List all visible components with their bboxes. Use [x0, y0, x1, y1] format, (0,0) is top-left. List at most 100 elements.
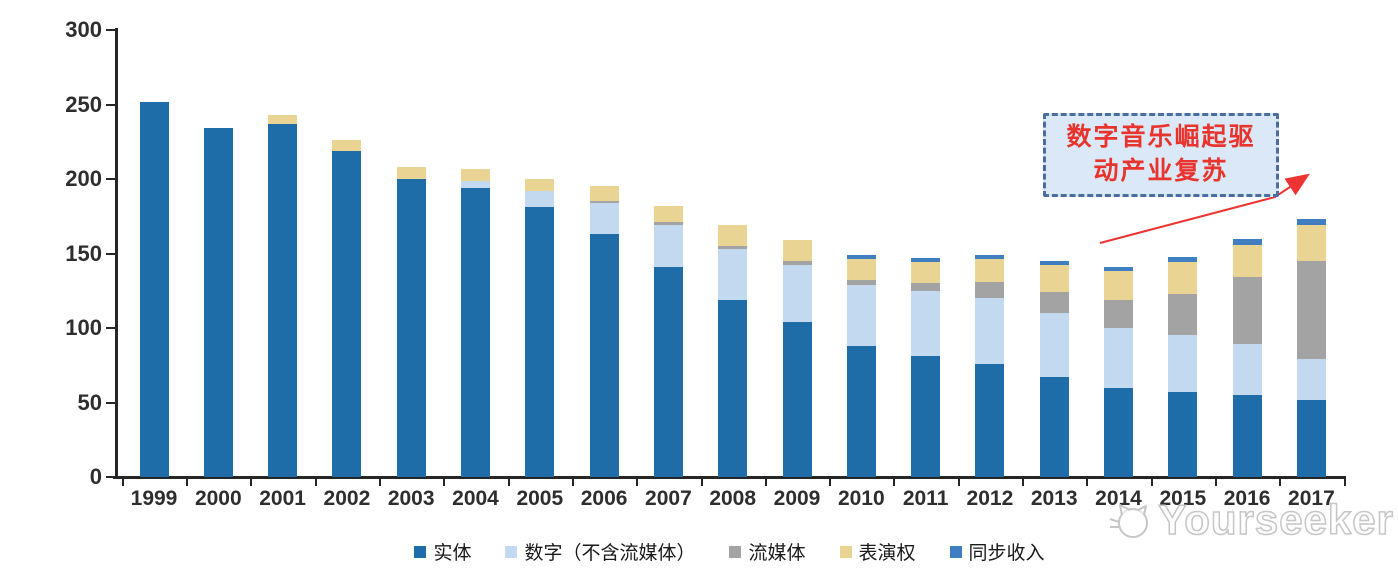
bar-segment [589, 201, 619, 203]
stacked-bar-2016 [1232, 238, 1262, 477]
bar-segment [782, 265, 812, 323]
bar-segment [975, 259, 1005, 282]
stacked-bar-2006 [589, 186, 619, 477]
x-axis-tick [186, 479, 189, 486]
bar-segment [1296, 359, 1326, 400]
stacked-bar-2011 [911, 257, 941, 477]
bar-segment [911, 257, 941, 263]
bar-segment [589, 202, 619, 235]
bar-segment [1232, 244, 1262, 278]
legend-label: 流媒体 [748, 543, 806, 564]
legend-item: 实体 [414, 538, 471, 565]
legend: 实体 数字（不含流媒体） 流媒体 表演权 同步收入 [113, 538, 1346, 565]
x-axis-tick [1086, 479, 1089, 486]
bar-segment [1296, 399, 1326, 477]
bar-segment [203, 128, 233, 477]
legend-swatch [949, 545, 962, 558]
bar-segment [461, 187, 490, 477]
x-axis-label: 2013 [1030, 487, 1078, 510]
bar-segment [846, 345, 876, 477]
bar-segment [1039, 292, 1069, 314]
x-axis-label: 2000 [194, 487, 242, 510]
bar-segment [911, 283, 941, 291]
bar-segment [1104, 266, 1133, 272]
bar-segment [461, 168, 490, 181]
x-axis-label: 2011 [902, 487, 949, 510]
x-axis-tick [1022, 479, 1025, 486]
bar-segment [1168, 256, 1198, 263]
stacked-bar-2002 [332, 140, 362, 477]
legend-swatch [505, 545, 518, 558]
x-axis-label: 2003 [387, 487, 435, 510]
legend-label: 表演权 [858, 543, 916, 564]
bar-segment [846, 255, 876, 260]
bar-segment [911, 290, 941, 357]
x-axis-label: 2016 [1223, 487, 1271, 510]
x-axis-label: 2006 [580, 487, 628, 510]
bar-segment [846, 284, 876, 346]
bar-segment [589, 234, 619, 477]
legend-item: 表演权 [839, 538, 916, 565]
legend-label: 实体 [433, 543, 472, 564]
bar-segment [1232, 395, 1262, 477]
legend-swatch [729, 545, 742, 558]
stacked-bar-2000 [203, 128, 233, 477]
stacked-bar-2009 [782, 240, 812, 477]
bar-segment [846, 259, 876, 281]
bar-segment [975, 255, 1005, 260]
x-axis-tick [893, 479, 896, 486]
stacked-bar-2013 [1039, 260, 1069, 477]
legend-label: 同步收入 [968, 543, 1045, 564]
bar-segment [1039, 377, 1069, 477]
stacked-bar-2014 [1104, 266, 1133, 477]
x-axis-label: 2004 [452, 487, 499, 510]
bar-segment [396, 178, 426, 477]
legend-label: 数字（不含流媒体） [524, 543, 696, 564]
bar-segment [975, 363, 1005, 477]
x-axis-label: 2005 [516, 487, 564, 510]
stacked-bar-1999 [139, 101, 169, 477]
bar-segment [718, 225, 748, 247]
y-axis-tick [106, 401, 116, 404]
bar-segment [718, 299, 748, 477]
watermark: Yourseeker [1108, 495, 1394, 544]
bar-segment [525, 179, 555, 191]
bar-segment [653, 222, 683, 226]
bar-segment [782, 322, 812, 477]
y-axis-tick [106, 252, 116, 255]
stacked-bar-2004 [461, 168, 490, 477]
bar-segment [846, 280, 876, 285]
y-axis-tick [106, 103, 116, 106]
x-axis-label: 2012 [966, 487, 1014, 510]
x-axis-tick [636, 479, 639, 486]
stacked-bar-2007 [653, 205, 683, 477]
bar-segment [268, 123, 298, 477]
x-axis-tick [443, 479, 446, 486]
x-axis-tick [1214, 479, 1217, 486]
bar-segment [653, 205, 683, 223]
x-axis-tick [829, 479, 832, 486]
bar-segment [1039, 260, 1069, 266]
stacked-bar-2017 [1296, 219, 1326, 477]
y-axis-label: 150 [65, 240, 102, 266]
x-axis-label: 2002 [323, 487, 371, 510]
y-axis-tick [106, 476, 116, 478]
stacked-bar-2005 [525, 179, 555, 477]
legend-item: 同步收入 [949, 538, 1045, 565]
x-axis-label: 2014 [1095, 487, 1142, 510]
x-axis-tick [1343, 479, 1346, 486]
y-axis-label: 0 [89, 464, 102, 489]
x-axis-tick [957, 479, 960, 486]
x-axis-tick [314, 479, 317, 486]
x-axis-label: 2009 [773, 487, 821, 510]
legend-swatch [839, 545, 852, 558]
stacked-bar-2015 [1168, 256, 1198, 477]
x-axis-tick [571, 479, 574, 486]
legend-swatch [414, 545, 427, 558]
x-axis-label: 2007 [645, 487, 692, 510]
yourseeker-logo-icon [1109, 504, 1149, 538]
bar-segment [525, 190, 555, 208]
bar-segment [1104, 271, 1133, 300]
bar-segment [1296, 225, 1326, 261]
x-axis-line [113, 476, 1346, 479]
